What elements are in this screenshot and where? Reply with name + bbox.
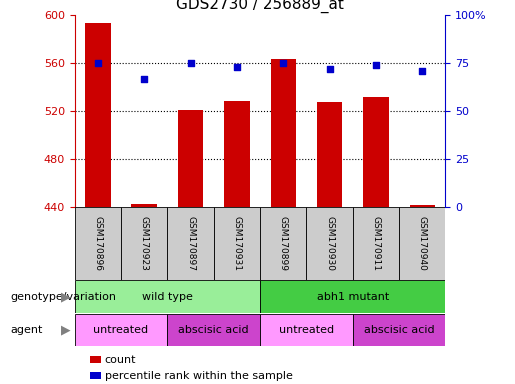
Text: GSM170931: GSM170931 [232,216,242,271]
Bar [363,97,389,207]
Text: GSM170940: GSM170940 [418,217,427,271]
Text: ▶: ▶ [61,324,70,336]
Bar [317,102,342,207]
Text: abscisic acid: abscisic acid [364,325,435,335]
Bar [214,207,260,280]
Point [418,68,426,74]
Point [186,60,195,66]
Text: wild type: wild type [142,291,193,302]
Point [140,76,148,82]
Bar [260,207,306,280]
Bar [131,204,157,207]
Bar [121,207,167,280]
Bar [75,314,167,346]
Text: GSM170923: GSM170923 [140,217,149,271]
Bar [178,110,203,207]
Title: GDS2730 / 256889_at: GDS2730 / 256889_at [176,0,344,13]
Text: GSM170897: GSM170897 [186,216,195,271]
Bar [409,205,435,207]
Bar [306,207,353,280]
Bar [167,207,214,280]
Text: GSM170930: GSM170930 [325,216,334,271]
Point [279,60,287,66]
Bar [224,101,250,207]
Bar [75,280,260,313]
Bar [353,207,399,280]
Text: count: count [105,355,136,365]
Bar [260,280,445,313]
Text: percentile rank within the sample: percentile rank within the sample [105,371,293,381]
Text: GSM170899: GSM170899 [279,216,288,271]
Text: ▶: ▶ [61,290,70,303]
Text: agent: agent [10,325,43,335]
Point [94,60,102,66]
Bar [270,58,296,207]
Text: genotype/variation: genotype/variation [10,291,116,302]
Text: GSM170911: GSM170911 [371,216,381,271]
Text: GSM170896: GSM170896 [93,216,102,271]
Bar [167,314,260,346]
Point [233,64,241,70]
Text: untreated: untreated [279,325,334,335]
Bar [75,207,121,280]
Text: untreated: untreated [93,325,149,335]
Point [325,66,334,72]
Bar [85,23,111,207]
Text: abh1 mutant: abh1 mutant [317,291,389,302]
Text: abscisic acid: abscisic acid [178,325,249,335]
Point [372,62,380,68]
Bar [260,314,353,346]
Bar [399,207,445,280]
Bar [353,314,445,346]
